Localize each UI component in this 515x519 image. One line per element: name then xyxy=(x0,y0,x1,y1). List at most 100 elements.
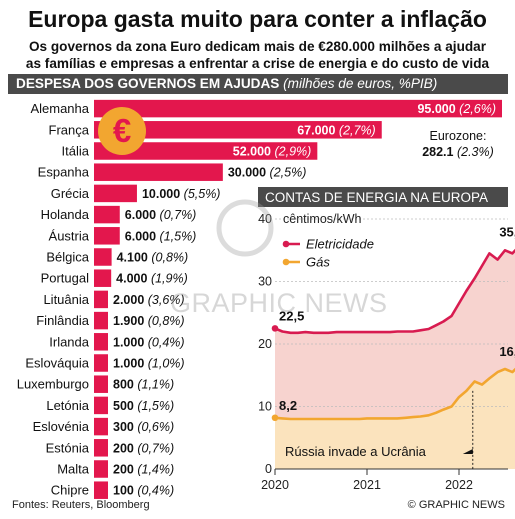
bar-pct-label: (0,8%) xyxy=(148,314,185,328)
bar-value-label: 1.900 xyxy=(113,314,148,328)
bar-label: 2.000 (3,6%) xyxy=(113,293,185,307)
energy-chart: CONTAS DE ENERGIA NA EUROPA 0 10 20 30 40 cênt… xyxy=(253,186,515,492)
y-tick-label: 20 xyxy=(258,337,272,351)
y-tick-label: 40 xyxy=(258,212,272,226)
bar-label: 6.000 (1,5%) xyxy=(125,229,197,243)
subtitle-line-1: Os governos da zona Euro dedicam mais de… xyxy=(28,39,487,54)
bar-chart: Alemanha 95.000 (2,6%) França 67.000 (2,7%)… xyxy=(17,99,502,499)
bar xyxy=(94,375,108,393)
series-endpoint xyxy=(271,325,279,332)
category-label: Eslováquia xyxy=(25,356,89,371)
bar-pct-label: (5,5%) xyxy=(184,187,221,201)
legend-swatch-dot xyxy=(282,258,290,266)
eurozone-value: 282.1 xyxy=(422,145,454,159)
bar xyxy=(94,269,112,287)
bar xyxy=(94,142,318,160)
eurozone-total: Eurozone: 282.1 (2.3%) xyxy=(412,128,504,160)
euro-coin-circle xyxy=(98,107,146,155)
eurozone-pct: (2.3%) xyxy=(456,145,494,159)
bar-value-label: 800 xyxy=(113,378,137,392)
bar-label: 200 (0,7%) xyxy=(113,441,174,455)
y-tick-label: 0 xyxy=(265,462,272,476)
bar-pct-label: (1,4%) xyxy=(137,463,174,477)
bar xyxy=(94,121,382,139)
bar-label: 67.000 (2,7%) xyxy=(297,123,376,137)
bar xyxy=(94,311,108,330)
bar xyxy=(94,248,112,266)
bar xyxy=(94,333,108,351)
bar-value-label: 6.000 xyxy=(125,208,160,222)
bar-value-label: 10.000 xyxy=(142,187,184,201)
subtitle-line-2: as famílias e empresas a enfrentar a cri… xyxy=(25,56,490,71)
bar-value-label: 4.000 xyxy=(116,272,151,286)
bar xyxy=(94,460,108,478)
bar-value-label: 6.000 xyxy=(125,229,160,243)
data-label: 16,8 xyxy=(499,344,515,359)
x-tick-label: 2021 xyxy=(353,478,381,492)
bar-pct-label: (3,6%) xyxy=(148,293,185,307)
eurozone-label: Eurozone: xyxy=(429,129,487,143)
data-label: 8,2 xyxy=(279,398,297,413)
watermark-text: GRAPHIC NEWS xyxy=(170,288,388,318)
category-label: Finlândia xyxy=(36,313,90,328)
bar-pct-label: (2,7%) xyxy=(339,123,376,137)
bar-label: 4.000 (1,9%) xyxy=(116,272,188,286)
bar-label: 300 (0,6%) xyxy=(113,420,174,434)
bar-label: 1.000 (1,0%) xyxy=(113,357,185,371)
section-label: DESPESA DOS GOVERNOS EM AJUDAS xyxy=(16,76,280,91)
category-label: Letónia xyxy=(46,398,89,413)
y-tick-label: 30 xyxy=(258,275,272,289)
category-label: Chipre xyxy=(51,483,89,498)
x-tick-label: 2022 xyxy=(445,478,473,492)
bar-label: 800 (1,1%) xyxy=(113,378,174,392)
bar-value-label: 300 xyxy=(113,420,137,434)
bar-value-label: 500 xyxy=(113,399,137,413)
bar-value-label: 100 xyxy=(113,484,137,498)
category-label: Estónia xyxy=(46,440,90,455)
category-label: Irlanda xyxy=(49,334,90,349)
bar-pct-label: (0,4%) xyxy=(148,335,185,349)
category-label: Alemanha xyxy=(30,101,89,116)
watermark: GRAPHIC NEWS xyxy=(170,199,388,318)
category-label: Áustria xyxy=(49,228,90,243)
gas-line xyxy=(274,367,515,421)
category-label: Grécia xyxy=(51,186,90,201)
category-label: Portugal xyxy=(41,271,90,286)
bar-value-label: 2.000 xyxy=(113,293,148,307)
bar-label: 100 (0,4%) xyxy=(113,484,174,498)
bar-label: 4.100 (0,8%) xyxy=(117,251,189,265)
bar-value-label: 95.000 xyxy=(417,102,459,116)
series-endpoint xyxy=(271,414,279,422)
bar-value-label: 200 xyxy=(113,441,137,455)
y-tick-label: 10 xyxy=(258,400,272,414)
category-label: Luxemburgo xyxy=(17,377,89,392)
category-label: Lituânia xyxy=(43,292,89,307)
x-tick-label: 2020 xyxy=(261,478,289,492)
bar-label: 52.000 (2,9%) xyxy=(233,145,312,159)
y-axis-unit: cêntimos/kWh xyxy=(283,212,362,226)
bar xyxy=(94,205,120,224)
bar-label: 200 (1,4%) xyxy=(113,463,174,477)
bar xyxy=(94,163,223,181)
bar-label: 10.000 (5,5%) xyxy=(142,187,221,201)
legend-label: Gás xyxy=(306,255,330,270)
sources-note: Fontes: Reuters, Bloomberg xyxy=(12,499,150,511)
category-label: Itália xyxy=(62,144,90,159)
bar xyxy=(94,417,108,436)
bar-pct-label: (1,5%) xyxy=(137,399,174,413)
bar-value-label: 52.000 xyxy=(233,145,275,159)
bar-pct-label: (1,5%) xyxy=(160,229,197,243)
bar-pct-label: (2,5%) xyxy=(270,166,307,180)
category-label: França xyxy=(49,122,90,137)
legend-label: Eletricidade xyxy=(306,237,374,252)
data-label: 35,9 xyxy=(499,225,515,240)
bar-pct-label: (2,6%) xyxy=(459,102,496,116)
energy-chart-header xyxy=(258,187,508,207)
bar xyxy=(94,439,108,457)
bar-pct-label: (2,9%) xyxy=(274,145,311,159)
bar xyxy=(94,227,120,245)
bar-value-label: 67.000 xyxy=(297,123,339,137)
bar xyxy=(94,481,108,499)
annotation-arrow xyxy=(462,449,473,454)
bar-pct-label: (0,6%) xyxy=(137,420,174,434)
